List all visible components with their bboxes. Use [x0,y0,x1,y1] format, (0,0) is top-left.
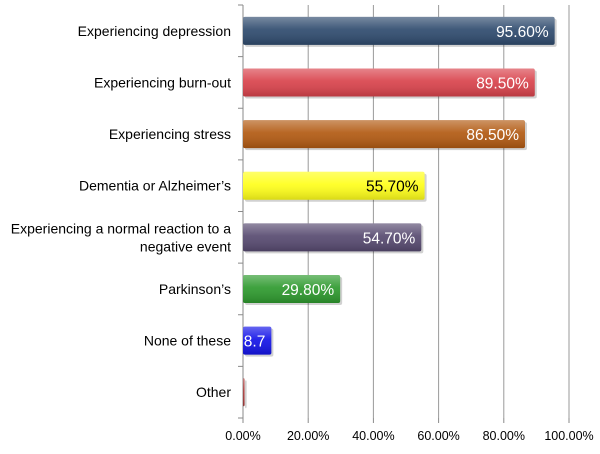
bar-gloss [243,120,525,149]
bar-gloss [243,16,555,45]
bar-gloss [243,326,272,355]
x-tick-label: 0.00% [225,429,260,443]
bar-gloss [243,274,341,303]
data-label: 89.50% [476,75,529,92]
data-label: 55.70% [366,179,419,196]
x-tick-label: 40.00% [352,429,394,443]
data-label: 8.7 [244,334,266,351]
x-tick-label: 60.00% [417,429,459,443]
x-tick-label: 100.00% [544,429,593,443]
bar-gloss [243,68,535,97]
category-label: Experiencing depression [78,23,231,39]
x-axis-ticks: 0.00% 20.00% 40.00% 60.00% 80.00% 100.00% [225,429,593,443]
category-label: Experiencing a normal reaction to a [11,220,231,236]
category-label: Parkinson’s [159,281,231,297]
gridlines [238,4,570,423]
category-label: Other [196,384,231,400]
category-label: negative event [140,238,231,254]
data-label: 95.60% [496,24,549,41]
bars: 95.60% 89.50% 86.50% 55.70% 54.70% 29.80% 8.7 [243,16,557,409]
x-tick-label: 80.00% [483,429,525,443]
data-label: 86.50% [466,127,519,144]
category-labels: Experiencing depression Experiencing burn… [11,23,232,400]
bar-gloss [243,378,245,407]
category-label: None of these [144,333,231,349]
x-tick-label: 20.00% [287,429,329,443]
category-label: Experiencing stress [109,126,231,142]
data-label: 29.80% [282,282,335,299]
category-label: Experiencing burn-out [94,74,231,90]
category-label: Dementia or Alzheimer’s [79,178,231,194]
bar-gloss [243,223,422,252]
data-label: 54.70% [363,230,416,247]
bar-gloss [243,171,425,200]
bar-shadow [245,380,247,409]
